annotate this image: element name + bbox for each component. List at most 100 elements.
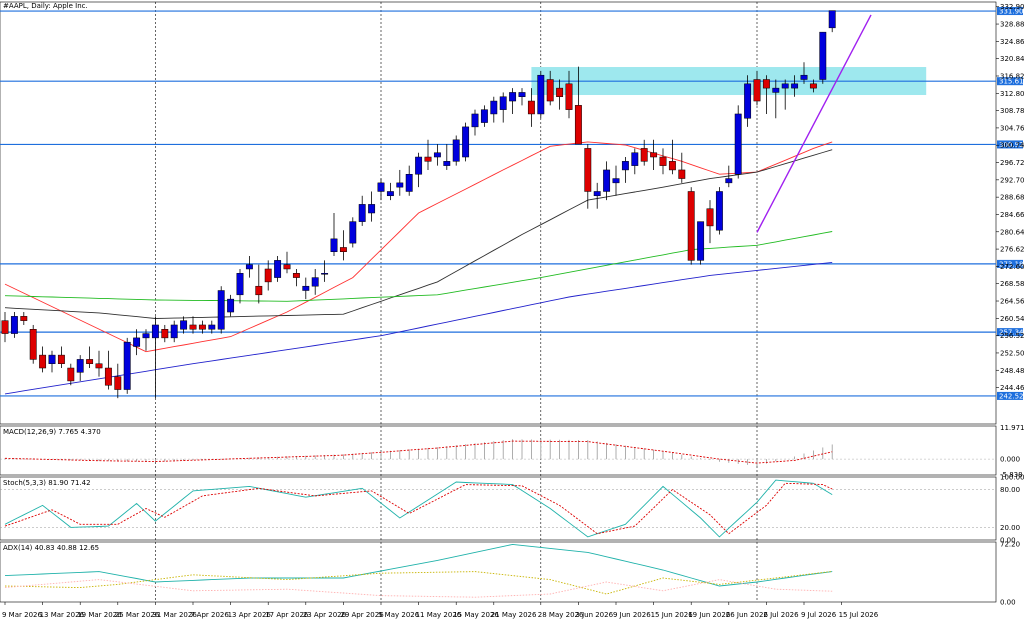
pane-frame-adx bbox=[0, 541, 997, 603]
candle-body bbox=[706, 208, 714, 227]
candle-body bbox=[443, 161, 451, 166]
candle-body bbox=[715, 191, 723, 231]
candle-body bbox=[499, 96, 507, 110]
x-tick-label: 28 May 2026 bbox=[538, 611, 584, 619]
x-tick-label: 5 May 2026 bbox=[378, 611, 420, 619]
candle-body bbox=[415, 156, 423, 175]
candle-body bbox=[405, 173, 413, 192]
ma200-line bbox=[4, 261, 833, 395]
candle-body bbox=[198, 324, 206, 330]
price-tick-label: 256.52 bbox=[1000, 332, 1024, 340]
x-tick-label: 7 Apr 2026 bbox=[190, 611, 229, 619]
price-tick-label: 272.60 bbox=[1000, 263, 1024, 271]
candle-body bbox=[584, 148, 592, 192]
level-tag bbox=[997, 140, 1023, 149]
candle-body bbox=[95, 363, 103, 369]
x-tick-label: 17 Apr 2026 bbox=[265, 611, 309, 619]
candle-body bbox=[809, 83, 817, 89]
macd-tick-label: 11.971 bbox=[1000, 424, 1024, 432]
candle-body bbox=[274, 260, 282, 278]
candle-body bbox=[292, 273, 300, 278]
candle-body bbox=[264, 268, 272, 283]
candle-body bbox=[255, 285, 263, 296]
x-tick-label: 3 Jun 2026 bbox=[575, 611, 613, 619]
x-tick-label: 19 Jun 2026 bbox=[688, 611, 731, 619]
candle-body bbox=[781, 83, 789, 89]
candle-body bbox=[734, 113, 742, 175]
price-tick-label: 280.64 bbox=[1000, 228, 1024, 236]
candle-body bbox=[321, 273, 329, 275]
candle-body bbox=[236, 273, 244, 296]
level-label: 331.90 bbox=[999, 8, 1024, 16]
candle-body bbox=[678, 169, 686, 179]
candle-body bbox=[819, 31, 827, 80]
stoch-k-line bbox=[4, 479, 833, 538]
candle-body bbox=[10, 316, 18, 334]
x-tick-label: 15 May 2026 bbox=[453, 611, 499, 619]
price-tick-label: 296.72 bbox=[1000, 159, 1024, 167]
plus-di-line bbox=[4, 570, 833, 595]
price-tick-label: 252.50 bbox=[1000, 349, 1024, 357]
candle-body bbox=[161, 329, 169, 339]
candle-body bbox=[424, 156, 432, 162]
price-tick-label: 284.66 bbox=[1000, 211, 1024, 219]
candle-body bbox=[621, 161, 629, 171]
x-tick-label: 29 Apr 2026 bbox=[340, 611, 384, 619]
level-tag bbox=[997, 259, 1023, 268]
price-tick-label: 312.80 bbox=[1000, 90, 1024, 98]
candle-body bbox=[396, 182, 404, 188]
candle-body bbox=[180, 320, 188, 330]
level-tag bbox=[997, 391, 1023, 400]
candle-body bbox=[828, 10, 836, 29]
macd-tick-label: 0.000 bbox=[1000, 456, 1020, 464]
candle-body bbox=[471, 113, 479, 128]
price-tick-label: 288.68 bbox=[1000, 194, 1024, 202]
price-tick-label: 268.58 bbox=[1000, 280, 1024, 288]
candle-body bbox=[386, 191, 394, 197]
x-tick-label: 9 Jul 2026 bbox=[801, 611, 837, 619]
candle-body bbox=[114, 376, 122, 390]
macd-tick-label: -5.838 bbox=[1000, 471, 1023, 479]
stoch-tick-label: 20.00 bbox=[1000, 524, 1020, 532]
candle-body bbox=[29, 329, 37, 360]
candle-body bbox=[537, 74, 545, 115]
trendline bbox=[756, 14, 872, 233]
x-tick-label: 19 Mar 2026 bbox=[77, 611, 122, 619]
candle-body bbox=[490, 100, 498, 115]
candle-body bbox=[227, 298, 235, 313]
price-tick-label: 332.90 bbox=[1000, 3, 1024, 11]
x-tick-label: 2 Jul 2026 bbox=[763, 611, 799, 619]
x-tick-label: 11 May 2026 bbox=[416, 611, 462, 619]
adx-tick-label: 72.20 bbox=[1000, 541, 1020, 549]
candle-body bbox=[133, 337, 141, 347]
candle-body bbox=[640, 148, 648, 162]
level-label: 300.92 bbox=[999, 141, 1024, 149]
pane-frame-macd bbox=[0, 425, 997, 476]
candle-body bbox=[358, 204, 366, 222]
candle-body bbox=[668, 161, 676, 171]
candle-body bbox=[245, 264, 253, 270]
candle-body bbox=[556, 87, 564, 97]
price-tick-label: 300.74 bbox=[1000, 142, 1024, 150]
candle-body bbox=[217, 290, 225, 330]
stoch-tick-label: 0.00 bbox=[1000, 537, 1016, 545]
candle-body bbox=[518, 92, 526, 97]
macd-signal-line bbox=[4, 440, 833, 464]
candle-body bbox=[603, 169, 611, 192]
candle-body bbox=[339, 247, 347, 253]
pane-frame-stoch bbox=[0, 476, 997, 541]
candle-body bbox=[546, 79, 554, 102]
candle-body bbox=[20, 316, 28, 321]
candle-body bbox=[744, 83, 752, 119]
candle-body bbox=[800, 74, 808, 80]
chart-title: #AAPL, Daily: Apple Inc. bbox=[3, 2, 88, 10]
candle-body bbox=[509, 92, 517, 102]
x-tick-label: 13 Apr 2026 bbox=[228, 611, 272, 619]
level-label: 242.52 bbox=[999, 392, 1024, 400]
candle-body bbox=[433, 152, 441, 158]
candle-body bbox=[76, 359, 84, 373]
candle-body bbox=[650, 152, 658, 158]
candle-body bbox=[368, 204, 376, 214]
